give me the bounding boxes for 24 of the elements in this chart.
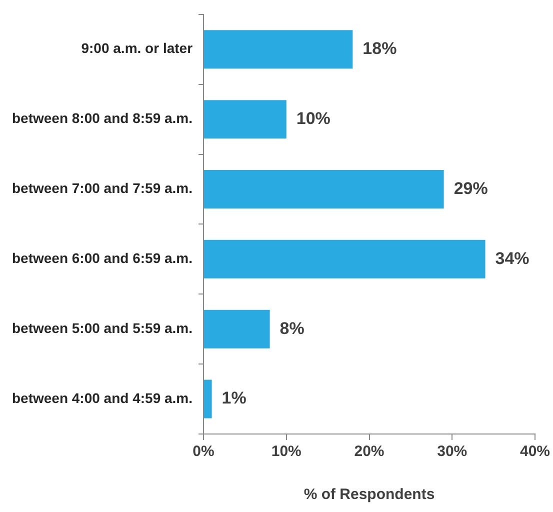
data-label: 34% [495, 248, 530, 268]
bar [204, 240, 486, 278]
x-tick-label: 40% [520, 443, 550, 460]
data-label: 8% [280, 318, 304, 338]
x-axis-title: % of Respondents [304, 486, 435, 504]
bar [204, 170, 444, 208]
y-tick-label: between 6:00 and 6:59 a.m. [12, 250, 193, 266]
data-label: 18% [362, 39, 397, 58]
y-tick-label: between 7:00 and 7:59 a.m. [12, 180, 193, 196]
y-tick-label: between 8:00 and 8:59 a.m. [12, 110, 193, 126]
x-tick-label: 30% [437, 443, 468, 460]
bar [204, 380, 212, 418]
x-tick-label: 10% [271, 443, 302, 460]
x-tick-label: 0% [192, 443, 214, 460]
bar [204, 100, 286, 139]
y-tick-label: between 5:00 and 5:59 a.m. [12, 320, 193, 336]
x-tick-label: 20% [354, 443, 384, 460]
y-tick-label: between 4:00 and 4:59 a.m. [12, 390, 193, 406]
data-label: 10% [296, 108, 330, 128]
bar [204, 30, 353, 69]
data-label: 29% [454, 178, 488, 198]
y-tick-label: 9:00 a.m. or later [81, 40, 194, 56]
bar [204, 310, 270, 348]
data-label: 1% [222, 388, 246, 408]
